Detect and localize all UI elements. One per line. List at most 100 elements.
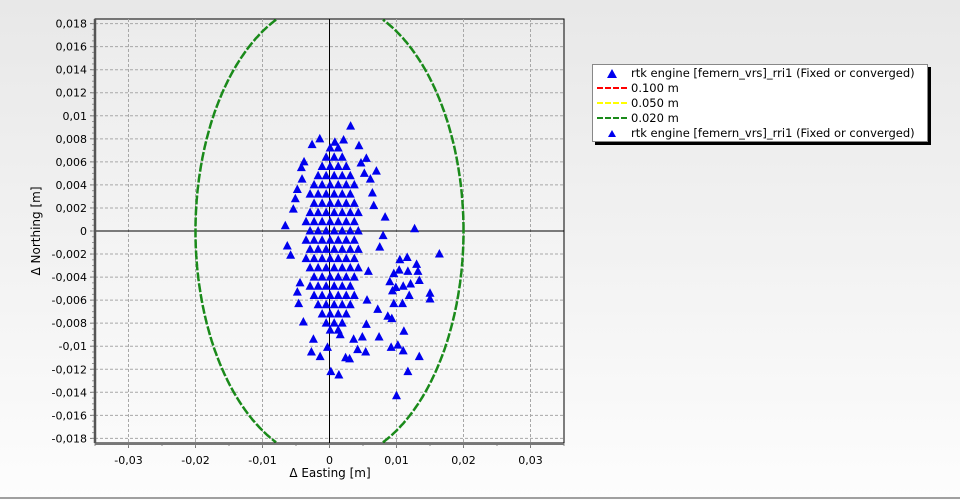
data-point xyxy=(309,198,319,207)
data-point xyxy=(317,308,327,318)
y-tick-label: 0,01 xyxy=(63,110,88,123)
data-point xyxy=(313,189,323,198)
y-tick-label: -0,002 xyxy=(52,248,87,261)
data-point xyxy=(321,318,331,327)
data-point xyxy=(294,298,304,308)
data-point xyxy=(305,262,315,272)
data-point xyxy=(345,353,355,363)
data-point xyxy=(325,253,335,263)
data-point xyxy=(402,252,412,261)
y-tick-label: -0,014 xyxy=(52,386,87,399)
tolerance-circle xyxy=(194,19,465,443)
data-point xyxy=(425,293,435,303)
data-point xyxy=(394,265,404,274)
data-point xyxy=(321,299,331,309)
data-point xyxy=(362,295,372,304)
data-point xyxy=(317,235,327,244)
data-point xyxy=(313,281,323,290)
data-point xyxy=(341,216,351,226)
data-point xyxy=(337,299,347,309)
data-point xyxy=(341,235,351,244)
data-point xyxy=(413,266,423,275)
data-point xyxy=(357,332,367,341)
data-point xyxy=(386,342,396,351)
data-point xyxy=(361,153,371,162)
data-point xyxy=(309,235,319,244)
data-point xyxy=(325,143,335,152)
data-point xyxy=(337,170,347,180)
data-point xyxy=(398,281,408,290)
data-point xyxy=(309,272,319,281)
y-tick-label: 0,002 xyxy=(56,202,88,215)
data-point xyxy=(361,319,371,328)
data-point xyxy=(403,366,413,376)
legend-label: 0.100 m xyxy=(631,81,679,95)
data-point xyxy=(305,244,315,253)
data-point xyxy=(321,244,331,253)
triangle-marker-icon xyxy=(607,68,617,78)
y-tick-label: 0,014 xyxy=(56,64,88,77)
data-point xyxy=(321,170,331,180)
data-point xyxy=(361,346,371,356)
data-point xyxy=(333,198,343,207)
legend-item: 0.020 m xyxy=(593,111,927,125)
data-point xyxy=(295,277,305,287)
data-point xyxy=(317,253,327,263)
data-point xyxy=(345,170,355,180)
data-point xyxy=(341,290,351,300)
data-point xyxy=(349,290,359,300)
data-point xyxy=(298,317,308,326)
y-tick-label: 0,016 xyxy=(56,41,88,54)
data-point xyxy=(325,325,335,334)
tolerance-circles xyxy=(194,19,465,443)
data-point xyxy=(313,226,323,235)
data-point xyxy=(375,242,385,251)
data-point xyxy=(325,216,335,226)
data-point xyxy=(322,342,332,351)
data-point xyxy=(356,158,366,167)
data-point xyxy=(387,285,397,295)
data-point xyxy=(389,298,399,308)
data-point xyxy=(309,253,319,263)
data-point xyxy=(337,152,347,161)
data-point xyxy=(333,161,343,170)
y-tick-label: 0,006 xyxy=(56,156,88,169)
data-point xyxy=(341,272,351,281)
data-point xyxy=(313,207,323,217)
data-point xyxy=(383,311,393,320)
data-point xyxy=(345,299,355,309)
x-tick-label: 0,01 xyxy=(384,454,409,467)
data-point xyxy=(301,253,311,263)
data-point xyxy=(389,268,399,278)
data-point xyxy=(349,235,359,244)
data-point xyxy=(425,288,435,297)
data-point xyxy=(290,193,300,203)
data-point xyxy=(333,308,343,318)
data-point xyxy=(305,281,315,290)
data-point xyxy=(349,253,359,263)
data-point xyxy=(339,134,349,144)
dashed-line-icon xyxy=(597,87,627,89)
data-point xyxy=(313,299,323,309)
data-point xyxy=(296,162,306,172)
y-tick-label: 0,018 xyxy=(56,18,88,31)
data-point xyxy=(406,279,416,288)
data-point xyxy=(309,179,319,189)
data-point xyxy=(333,235,343,244)
data-point xyxy=(325,161,335,170)
data-point xyxy=(329,207,339,217)
data-point xyxy=(337,226,347,235)
data-point xyxy=(313,262,323,272)
y-tick-label: -0,008 xyxy=(52,317,87,330)
data-point xyxy=(326,366,336,376)
data-point xyxy=(330,137,340,146)
y-tick-label: 0,008 xyxy=(56,133,88,146)
x-tick-label: 0,02 xyxy=(451,454,476,467)
data-point xyxy=(305,189,315,198)
data-point xyxy=(341,308,351,318)
data-points xyxy=(280,121,444,400)
data-point xyxy=(353,244,363,253)
data-point xyxy=(337,318,347,327)
data-point xyxy=(317,216,327,226)
data-point xyxy=(317,161,327,170)
